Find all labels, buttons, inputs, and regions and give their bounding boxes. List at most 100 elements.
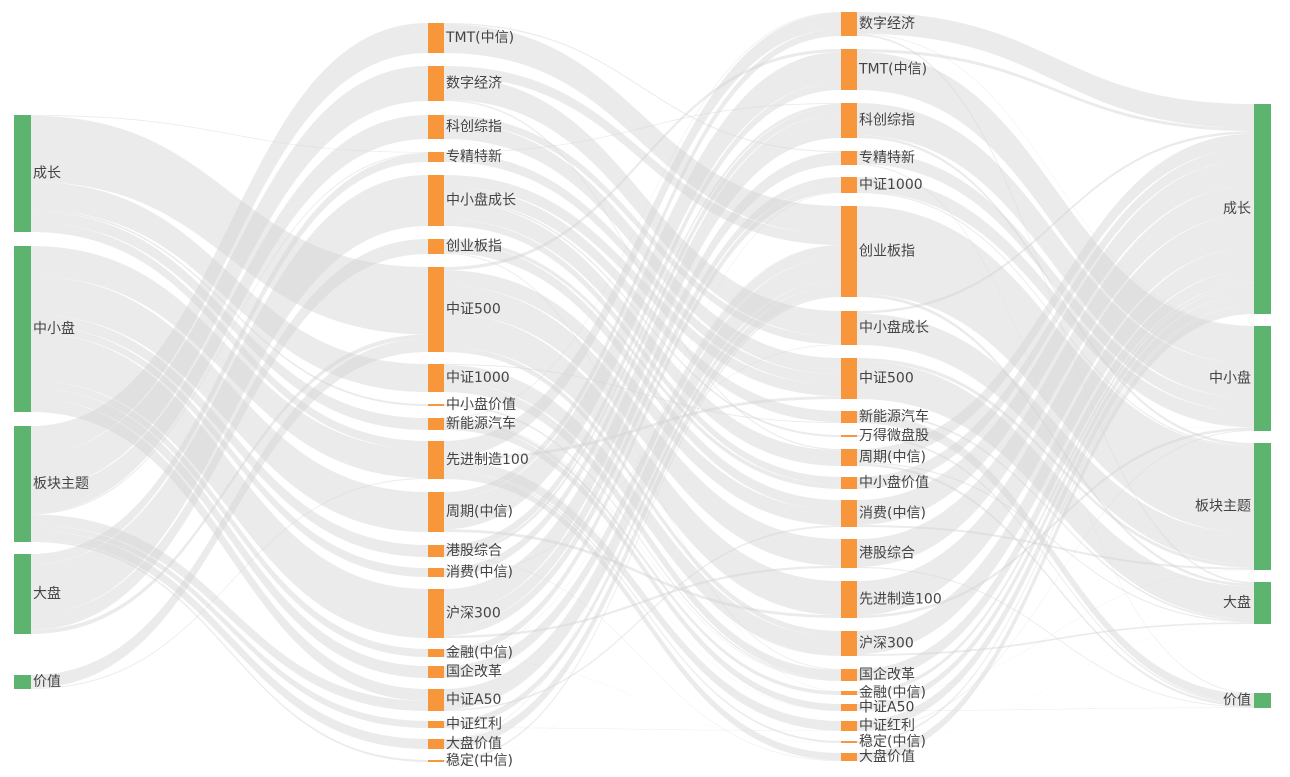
node-c2_20[interactable] <box>841 741 857 743</box>
link-c2-7-to-3-18 <box>857 361 1254 620</box>
link-c0-4-to-6-29 <box>31 338 428 688</box>
node-c2_21[interactable] <box>841 753 857 761</box>
node-c3_2[interactable] <box>1254 443 1271 570</box>
node-c0_4[interactable] <box>14 675 31 689</box>
link-c1-13-to-6-46 <box>444 344 841 577</box>
node-c2_14[interactable] <box>841 581 857 618</box>
node-c0_3[interactable] <box>14 554 31 634</box>
link-c2-4-to-1-9 <box>857 177 1254 427</box>
node-label-c2_16: 国企改革 <box>859 666 915 683</box>
link-c1-11-to-0-39 <box>444 28 841 500</box>
node-c1_12[interactable] <box>428 545 444 557</box>
node-c1_10[interactable] <box>428 441 444 479</box>
node-c1_17[interactable] <box>428 689 444 711</box>
node-c2_3[interactable] <box>841 151 857 165</box>
node-label-c2_1: TMT(中信) <box>858 62 927 78</box>
node-label-c2_5: 创业板指 <box>859 244 915 260</box>
node-c2_4[interactable] <box>841 177 857 193</box>
node-c2_16[interactable] <box>841 669 857 681</box>
node-c1_2[interactable] <box>428 115 444 139</box>
node-c1_7[interactable] <box>428 364 444 392</box>
node-c1_5[interactable] <box>428 239 444 254</box>
node-c1_4[interactable] <box>428 175 444 226</box>
node-c0_0[interactable] <box>14 115 31 232</box>
node-label-c1_7: 中证1000 <box>446 370 510 386</box>
node-c2_13[interactable] <box>841 539 857 568</box>
node-c1_13[interactable] <box>428 568 444 577</box>
node-c1_0[interactable] <box>428 23 444 53</box>
node-c0_2[interactable] <box>14 426 31 542</box>
node-c2_18[interactable] <box>841 704 857 711</box>
link-c1-14-to-13-50 <box>444 565 841 638</box>
node-label-c1_4: 中小盘成长 <box>446 192 516 209</box>
node-label-c1_10: 先进制造100 <box>446 452 529 468</box>
node-c3_3[interactable] <box>1254 582 1271 624</box>
link-c1-8-to-16-28 <box>444 404 841 681</box>
node-c2_10[interactable] <box>841 449 857 466</box>
node-c0_1[interactable] <box>14 246 31 412</box>
node-c3_1[interactable] <box>1254 326 1271 431</box>
link-c1-9-to-17-31 <box>444 419 841 695</box>
node-c2_17[interactable] <box>841 691 857 695</box>
link-c1-9-to-0-29 <box>444 12 841 419</box>
sankey-nodes <box>14 12 1271 762</box>
link-c1-8-to-15-27 <box>444 404 841 656</box>
node-c1_19[interactable] <box>428 739 444 749</box>
link-c2-13-to-0-31 <box>857 186 1254 567</box>
node-c1_1[interactable] <box>428 66 444 101</box>
link-c2-5-to-3-13 <box>857 293 1254 587</box>
node-c3_0[interactable] <box>1254 104 1271 314</box>
node-label-c3_4: 价值 <box>1223 693 1251 709</box>
node-c2_2[interactable] <box>841 103 857 138</box>
node-c2_12[interactable] <box>841 500 857 527</box>
node-label-c3_3: 大盘 <box>1223 594 1251 611</box>
node-c1_8[interactable] <box>428 404 444 406</box>
node-c3_4[interactable] <box>1254 693 1271 708</box>
link-c1-4-to-7-10 <box>444 175 841 397</box>
link-c1-0-to-5-1 <box>444 24 841 235</box>
link-c2-16-to-0-38 <box>857 282 1254 681</box>
link-c1-4-to-10-14 <box>444 201 841 466</box>
link-c2-14-to-0-33 <box>857 214 1254 616</box>
node-label-c2_2: 科创综指 <box>859 113 915 129</box>
node-c1_9[interactable] <box>428 418 444 430</box>
node-c2_5[interactable] <box>841 206 857 297</box>
node-label-c1_2: 科创综指 <box>446 119 502 135</box>
node-c1_20[interactable] <box>428 760 444 762</box>
node-c1_14[interactable] <box>428 589 444 638</box>
node-label-c2_6: 中小盘成长 <box>859 319 929 336</box>
node-c2_8[interactable] <box>841 411 857 423</box>
link-c1-16-to-5-54 <box>444 245 841 678</box>
link-c2-17-to-2-40 <box>857 569 1254 695</box>
link-c2-10-to-0-24 <box>857 133 1254 463</box>
node-c2_15[interactable] <box>841 631 857 656</box>
node-c2_0[interactable] <box>841 12 857 36</box>
node-c1_6[interactable] <box>428 267 444 352</box>
node-c2_7[interactable] <box>841 358 857 399</box>
node-c1_16[interactable] <box>428 666 444 678</box>
link-c2-6-to-2-15 <box>857 313 1254 565</box>
link-c1-2-to-6-5 <box>444 115 841 345</box>
link-c0-3-to-6-28 <box>31 334 428 634</box>
node-c1_15[interactable] <box>428 649 444 657</box>
link-c1-11-to-14-41 <box>444 529 841 618</box>
node-label-c2_9: 万得微盘股 <box>859 427 929 444</box>
link-c0-2-to-19-22 <box>31 530 428 749</box>
node-c2_6[interactable] <box>841 311 857 345</box>
node-c1_3[interactable] <box>428 152 444 162</box>
node-c1_18[interactable] <box>428 721 444 728</box>
node-c2_1[interactable] <box>841 49 857 90</box>
node-c1_11[interactable] <box>428 492 444 532</box>
link-c1-13-to-2-45 <box>444 106 841 577</box>
node-label-c0_3: 大盘 <box>33 585 61 602</box>
link-c2-4-to-2-11 <box>857 191 1254 448</box>
link-c1-0-to-3-0 <box>444 23 841 153</box>
node-c2_19[interactable] <box>841 721 857 731</box>
node-c2_9[interactable] <box>841 435 857 437</box>
link-c2-0-to-3-2 <box>857 34 1254 584</box>
link-c2-21-to-0-48 <box>857 313 1254 761</box>
link-c0-0-to-8-3 <box>31 209 428 406</box>
link-c0-3-to-5-27 <box>31 239 428 630</box>
node-c2_11[interactable] <box>841 477 857 489</box>
